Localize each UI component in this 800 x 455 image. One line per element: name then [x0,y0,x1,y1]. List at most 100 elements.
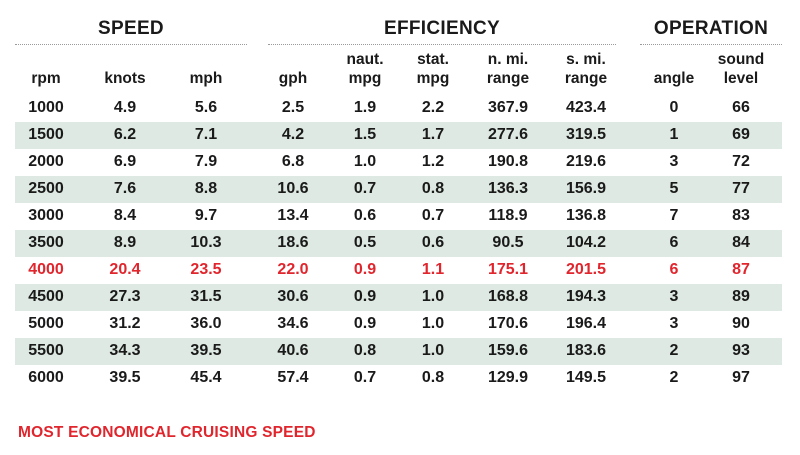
col-header-sound-level: sound level [717,51,765,87]
cell-mph: 9.7 [194,207,218,224]
cell-gph: 57.4 [277,369,309,386]
col-header-rpm: rpm [31,70,61,87]
cell-nmi-range: 136.3 [487,180,529,197]
cell-knots: 6.9 [113,153,137,170]
cell-mph: 8.8 [194,180,218,197]
cell-knots: 34.3 [109,342,141,359]
cell-sound-level: 69 [732,126,750,143]
cell-naut-mpg: 1.0 [353,153,377,170]
table-row: 1500 6.2 7.1 4.2 1.5 1.7 277.6 319.5 1 69 [15,122,782,149]
table-row: 6000 39.5 45.4 57.4 0.7 0.8 129.9 149.5 2 97 [15,365,782,392]
cell-gph: 18.6 [277,234,309,251]
cell-naut-mpg: 0.7 [353,180,377,197]
footnote-most-economical: MOST ECONOMICAL CRUISING SPEED [18,424,316,441]
cell-angle: 7 [669,207,679,224]
cell-rpm: 3500 [28,234,64,251]
cell-knots: 4.9 [113,99,137,116]
table-row: 2000 6.9 7.9 6.8 1.0 1.2 190.8 219.6 3 72 [15,149,782,176]
cell-smi-range: 149.5 [565,369,607,386]
cell-sound-level: 97 [732,369,750,386]
cell-gph: 40.6 [277,342,309,359]
cell-smi-range: 136.8 [565,207,607,224]
cell-naut-mpg: 0.6 [353,207,377,224]
cell-angle: 2 [669,342,679,359]
cell-nmi-range: 190.8 [487,153,529,170]
cell-knots: 31.2 [109,315,141,332]
cell-knots: 8.9 [113,234,137,251]
table-row: 5000 31.2 36.0 34.6 0.9 1.0 170.6 196.4 3 90 [15,311,782,338]
cell-rpm: 6000 [28,369,64,386]
cell-nmi-range: 129.9 [487,369,529,386]
cell-sound-level: 87 [732,261,750,278]
cell-stat-mpg: 0.6 [421,234,445,251]
cell-gph: 13.4 [277,207,309,224]
speed-group-title: SPEED [98,18,164,39]
efficiency-divider [268,44,616,45]
cell-knots: 6.2 [113,126,137,143]
cell-angle: 6 [669,261,679,278]
cell-gph: 30.6 [277,288,309,305]
cell-naut-mpg: 1.9 [353,99,377,116]
col-header-knots: knots [104,70,146,87]
cell-sound-level: 89 [732,288,750,305]
cell-gph: 4.2 [281,126,305,143]
cell-smi-range: 183.6 [565,342,607,359]
col-header-gph: gph [278,70,308,87]
cell-mph: 36.0 [190,315,222,332]
cell-angle: 3 [669,288,679,305]
cell-stat-mpg: 1.2 [421,153,445,170]
cell-knots: 27.3 [109,288,141,305]
cell-knots: 39.5 [109,369,141,386]
col-header-nmi-range: n. mi. range [486,51,530,87]
cell-knots: 7.6 [113,180,137,197]
operation-divider [640,44,782,45]
cell-sound-level: 83 [732,207,750,224]
cell-nmi-range: 277.6 [487,126,529,143]
cell-smi-range: 104.2 [565,234,607,251]
table-row: 5500 34.3 39.5 40.6 0.8 1.0 159.6 183.6 2 93 [15,338,782,365]
cell-nmi-range: 175.1 [487,261,529,278]
cell-angle: 2 [669,369,679,386]
cell-smi-range: 423.4 [565,99,607,116]
col-header-naut-mpg: naut. mpg [346,51,384,87]
cell-rpm: 4500 [28,288,64,305]
cell-rpm: 2500 [28,180,64,197]
cell-angle: 3 [669,315,679,332]
cell-rpm: 1500 [28,126,64,143]
cell-sound-level: 72 [732,153,750,170]
col-header-angle: angle [653,70,695,87]
cell-naut-mpg: 0.7 [353,369,377,386]
cell-stat-mpg: 0.7 [421,207,445,224]
speed-divider [15,44,247,45]
cell-mph: 31.5 [190,288,222,305]
cell-naut-mpg: 0.9 [353,288,377,305]
cell-stat-mpg: 1.0 [421,315,445,332]
table-row: 3000 8.4 9.7 13.4 0.6 0.7 118.9 136.8 7 83 [15,203,782,230]
cell-nmi-range: 170.6 [487,315,529,332]
cell-stat-mpg: 1.0 [421,342,445,359]
cell-mph: 10.3 [190,234,222,251]
cell-rpm: 1000 [28,99,64,116]
cell-rpm: 4000 [28,261,64,278]
cell-sound-level: 90 [732,315,750,332]
cell-stat-mpg: 0.8 [421,180,445,197]
cell-rpm: 5000 [28,315,64,332]
cell-knots: 20.4 [109,261,141,278]
cell-rpm: 2000 [28,153,64,170]
cell-gph: 22.0 [277,261,309,278]
cell-angle: 5 [669,180,679,197]
cell-naut-mpg: 0.8 [353,342,377,359]
cell-sound-level: 93 [732,342,750,359]
cell-smi-range: 196.4 [565,315,607,332]
cell-mph: 45.4 [190,369,222,386]
cell-naut-mpg: 0.5 [353,234,377,251]
cell-nmi-range: 367.9 [487,99,529,116]
cell-gph: 2.5 [281,99,305,116]
cell-angle: 1 [669,126,679,143]
cell-gph: 6.8 [281,153,305,170]
cell-sound-level: 66 [732,99,750,116]
cell-naut-mpg: 1.5 [353,126,377,143]
col-header-smi-range: s. mi. range [564,51,608,87]
cell-nmi-range: 118.9 [488,207,528,224]
cell-gph: 34.6 [277,315,309,332]
